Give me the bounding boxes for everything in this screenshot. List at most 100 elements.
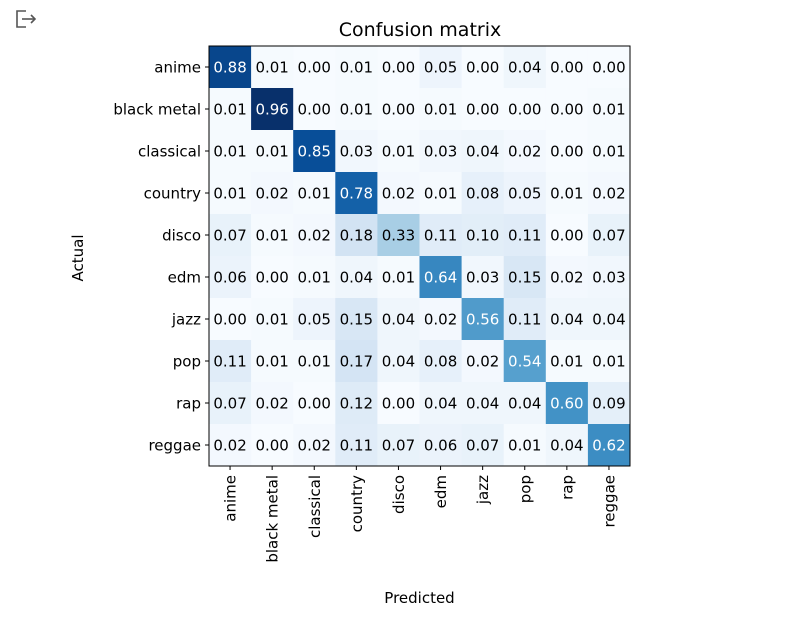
heatmap-cell xyxy=(377,88,420,131)
cell-value-label: 0.01 xyxy=(298,185,331,203)
heatmap-cell xyxy=(461,130,505,173)
cell-value-label: 0.11 xyxy=(424,227,457,245)
x-tick-label: jazz xyxy=(474,475,492,505)
cell-value-label: 0.56 xyxy=(466,311,499,329)
plot-frame xyxy=(208,45,631,467)
heatmap-cell xyxy=(545,46,589,89)
cell-value-label: 0.88 xyxy=(213,59,246,77)
heatmap-cell xyxy=(335,88,378,131)
y-tick-label: jazz xyxy=(171,311,201,329)
cell-value-label: 0.01 xyxy=(298,269,331,287)
heatmap-cell xyxy=(293,88,336,131)
cell-value-label: 0.00 xyxy=(382,59,415,77)
heatmap-cell xyxy=(461,88,505,131)
cell-value-label: 0.04 xyxy=(340,269,373,287)
heatmap-cell xyxy=(335,424,378,467)
cell-value-label: 0.03 xyxy=(466,269,499,287)
heatmap-cell xyxy=(335,340,378,383)
cell-value-label: 0.02 xyxy=(382,185,415,203)
cell-value-label: 0.00 xyxy=(382,395,415,413)
heatmap-cells: 0.88 0.01 0.00 0.01 0.00 0.05 0.00 0.04 0.00 0.00… xyxy=(209,46,631,467)
cell-value-label: 0.04 xyxy=(592,311,625,329)
heatmap-cell xyxy=(419,424,463,467)
y-tick-label: rap xyxy=(176,395,201,413)
cell-value-label: 0.04 xyxy=(466,395,499,413)
x-tick-label: reggae xyxy=(600,475,618,528)
cell-value-label: 0.01 xyxy=(213,143,246,161)
x-tick-label: black metal xyxy=(264,475,282,563)
cell-value-label: 0.02 xyxy=(424,311,457,329)
heatmap-cell xyxy=(587,298,631,341)
heatmap-cell xyxy=(293,340,336,383)
cell-value-label: 0.04 xyxy=(550,311,583,329)
heatmap-cell xyxy=(503,424,547,467)
heatmap-cell xyxy=(251,88,294,131)
cell-value-label: 0.01 xyxy=(213,185,246,203)
cell-value-label: 0.00 xyxy=(466,101,499,119)
y-tick-label: black metal xyxy=(113,101,201,119)
cell-value-label: 0.07 xyxy=(213,227,246,245)
x-tick-label: classical xyxy=(306,475,324,538)
cell-value-label: 0.11 xyxy=(508,311,541,329)
cell-value-label: 0.02 xyxy=(255,395,288,413)
cell-value-label: 0.07 xyxy=(592,227,625,245)
heatmap-cell xyxy=(293,298,336,341)
heatmap-cell xyxy=(209,88,252,131)
heatmap-cell xyxy=(377,130,420,173)
cell-value-label: 0.62 xyxy=(592,437,625,455)
x-tick-label: country xyxy=(348,475,366,532)
cell-value-label: 0.02 xyxy=(592,185,625,203)
cell-value-label: 0.15 xyxy=(508,269,541,287)
y-tick-label: disco xyxy=(162,227,201,245)
cell-value-label: 0.04 xyxy=(382,353,415,371)
heatmap-cell xyxy=(377,298,420,341)
heatmap-cell xyxy=(209,382,252,425)
cell-value-label: 0.02 xyxy=(550,269,583,287)
cell-value-label: 0.78 xyxy=(340,185,373,203)
cell-value-label: 0.64 xyxy=(424,269,457,287)
heatmap-cell xyxy=(377,172,420,215)
cell-value-label: 0.01 xyxy=(255,59,288,77)
heatmap-cell xyxy=(335,382,378,425)
cell-value-label: 0.02 xyxy=(213,437,246,455)
output-expand-icon-graphic xyxy=(16,10,37,28)
heatmap-cell xyxy=(251,46,294,89)
cell-value-label: 0.02 xyxy=(466,353,499,371)
heatmap-cell xyxy=(503,130,547,173)
heatmap-cell xyxy=(587,340,631,383)
cell-value-label: 0.08 xyxy=(466,185,499,203)
cell-value-label: 0.07 xyxy=(466,437,499,455)
heatmap-cell xyxy=(335,130,378,173)
heatmap-cell xyxy=(335,172,378,215)
cell-value-label: 0.00 xyxy=(298,395,331,413)
heatmap-cell xyxy=(209,424,252,467)
y-tick-label: pop xyxy=(173,353,201,371)
heatmap-cell xyxy=(251,256,294,299)
heatmap-cell xyxy=(545,340,589,383)
heatmap-cell xyxy=(209,46,252,89)
heatmap-cell xyxy=(587,382,631,425)
x-tick-label: anime xyxy=(222,475,240,522)
output-expand-icon[interactable] xyxy=(14,8,40,30)
cell-value-label: 0.00 xyxy=(298,101,331,119)
heatmap-cell xyxy=(461,214,505,257)
cell-value-label: 0.85 xyxy=(298,143,331,161)
heatmap-cell xyxy=(335,46,378,89)
heatmap-cell xyxy=(503,214,547,257)
cell-value-label: 0.01 xyxy=(424,101,457,119)
y-axis-label: Actual xyxy=(69,235,87,282)
heatmap-cell xyxy=(461,340,505,383)
cell-value-label: 0.54 xyxy=(508,353,541,371)
cell-value-label: 0.00 xyxy=(550,59,583,77)
heatmap-cell xyxy=(377,382,420,425)
heatmap-cell xyxy=(251,382,294,425)
heatmap-cell xyxy=(419,130,463,173)
cell-value-label: 0.96 xyxy=(255,101,288,119)
heatmap-cell xyxy=(209,172,252,215)
cell-value-label: 0.03 xyxy=(424,143,457,161)
chart-title: Confusion matrix xyxy=(339,19,501,41)
cell-value-label: 0.01 xyxy=(255,143,288,161)
cell-value-label: 0.00 xyxy=(550,143,583,161)
heatmap-cell xyxy=(251,214,294,257)
